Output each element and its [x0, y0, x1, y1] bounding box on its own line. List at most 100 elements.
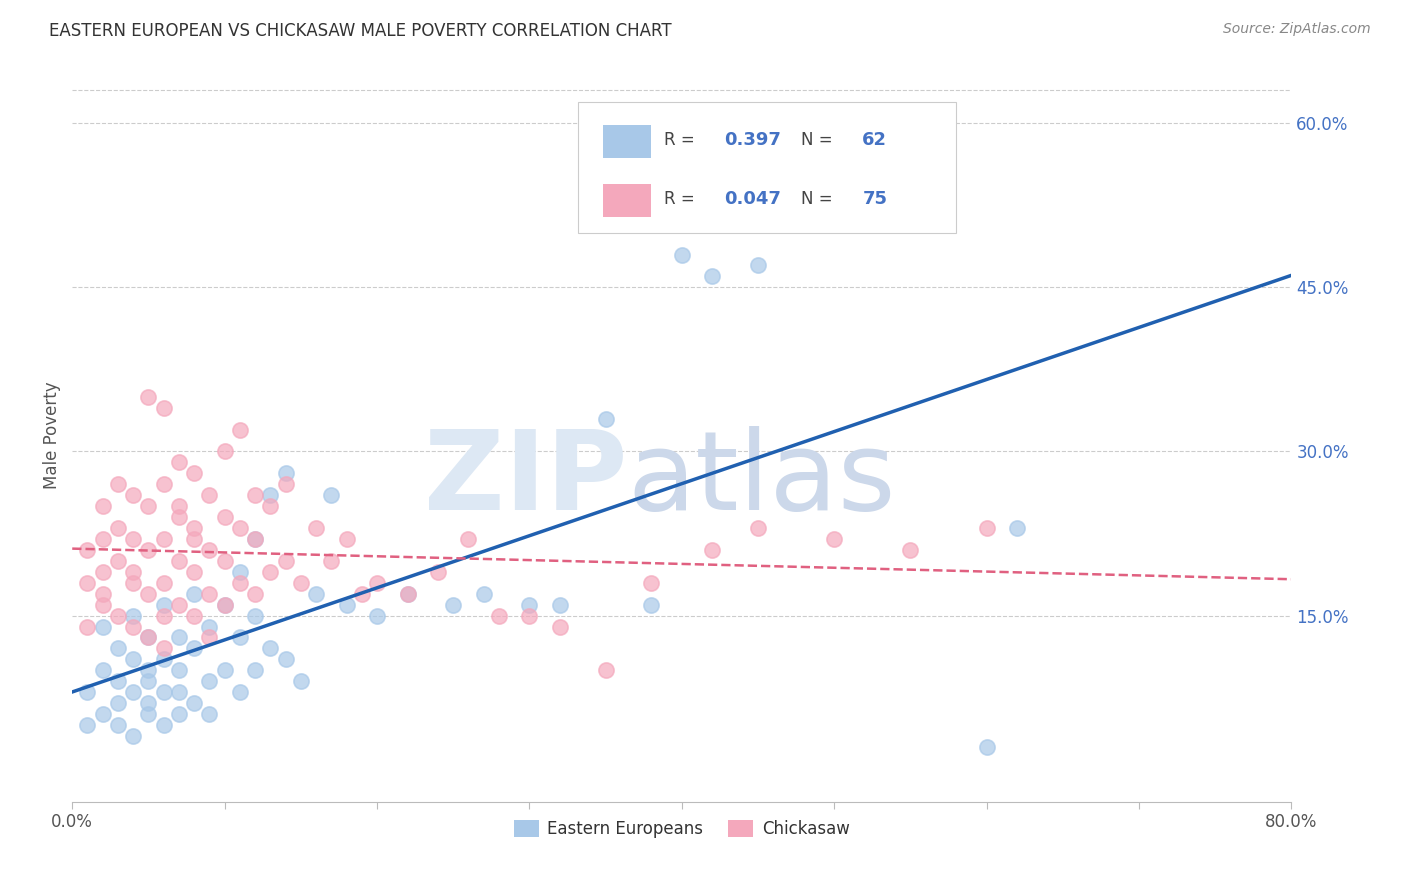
Point: [274, 467, 297, 481]
Point: [167, 706, 190, 721]
Point: [900, 543, 922, 558]
Text: N =: N =: [801, 131, 838, 149]
Point: [167, 499, 190, 513]
Point: [259, 641, 281, 656]
Point: [107, 521, 129, 535]
Point: [214, 598, 236, 612]
Point: [198, 619, 221, 633]
Point: [138, 499, 160, 513]
Point: [183, 467, 205, 481]
Point: [138, 390, 160, 404]
Point: [823, 532, 845, 546]
Point: [335, 532, 357, 546]
Point: [229, 521, 252, 535]
Point: [702, 269, 724, 284]
Point: [152, 652, 174, 666]
Point: [441, 598, 464, 612]
Point: [198, 543, 221, 558]
Point: [1005, 521, 1028, 535]
Point: [823, 182, 845, 196]
Point: [366, 608, 388, 623]
Point: [519, 598, 541, 612]
Point: [122, 652, 145, 666]
Point: [138, 674, 160, 689]
Point: [274, 652, 297, 666]
Point: [152, 598, 174, 612]
Point: [122, 729, 145, 743]
Point: [640, 598, 662, 612]
Point: [519, 608, 541, 623]
Text: Source: ZipAtlas.com: Source: ZipAtlas.com: [1223, 22, 1371, 37]
Point: [152, 718, 174, 732]
Point: [671, 247, 693, 261]
Text: R =: R =: [664, 131, 700, 149]
Point: [702, 543, 724, 558]
Point: [91, 532, 114, 546]
Point: [107, 674, 129, 689]
FancyBboxPatch shape: [578, 102, 956, 234]
Point: [167, 510, 190, 524]
Text: N =: N =: [801, 190, 838, 208]
Point: [472, 587, 495, 601]
Point: [198, 674, 221, 689]
Text: EASTERN EUROPEAN VS CHICKASAW MALE POVERTY CORRELATION CHART: EASTERN EUROPEAN VS CHICKASAW MALE POVER…: [49, 22, 672, 40]
Text: 0.047: 0.047: [724, 190, 782, 208]
Point: [107, 608, 129, 623]
Point: [243, 608, 266, 623]
Point: [138, 631, 160, 645]
Point: [350, 587, 373, 601]
Text: 0.397: 0.397: [724, 131, 782, 149]
Point: [152, 477, 174, 491]
Point: [243, 663, 266, 677]
Point: [396, 587, 419, 601]
Point: [122, 575, 145, 590]
Legend: Eastern Europeans, Chickasaw: Eastern Europeans, Chickasaw: [508, 813, 856, 845]
Point: [183, 608, 205, 623]
Text: atlas: atlas: [627, 425, 896, 533]
Point: [335, 598, 357, 612]
Point: [976, 739, 998, 754]
Point: [122, 685, 145, 699]
Point: [198, 631, 221, 645]
Point: [976, 521, 998, 535]
Point: [91, 598, 114, 612]
Point: [427, 565, 450, 579]
Point: [214, 663, 236, 677]
Point: [548, 619, 571, 633]
Point: [259, 488, 281, 502]
Point: [396, 587, 419, 601]
Text: 62: 62: [862, 131, 887, 149]
Point: [259, 565, 281, 579]
Point: [229, 685, 252, 699]
Point: [214, 444, 236, 458]
Point: [152, 532, 174, 546]
Point: [152, 641, 174, 656]
Point: [259, 499, 281, 513]
Point: [138, 663, 160, 677]
Point: [305, 521, 328, 535]
Point: [243, 532, 266, 546]
Point: [152, 401, 174, 415]
Point: [107, 718, 129, 732]
Point: [290, 674, 312, 689]
Point: [366, 575, 388, 590]
Point: [138, 631, 160, 645]
Point: [91, 587, 114, 601]
Point: [229, 575, 252, 590]
Point: [152, 608, 174, 623]
Point: [183, 641, 205, 656]
Point: [138, 696, 160, 710]
Point: [214, 598, 236, 612]
Point: [138, 543, 160, 558]
Point: [183, 532, 205, 546]
Point: [107, 696, 129, 710]
FancyBboxPatch shape: [603, 184, 651, 217]
Point: [229, 423, 252, 437]
Point: [122, 488, 145, 502]
Point: [91, 663, 114, 677]
Point: [167, 554, 190, 568]
Point: [122, 608, 145, 623]
Point: [91, 499, 114, 513]
Point: [76, 685, 98, 699]
Point: [229, 631, 252, 645]
